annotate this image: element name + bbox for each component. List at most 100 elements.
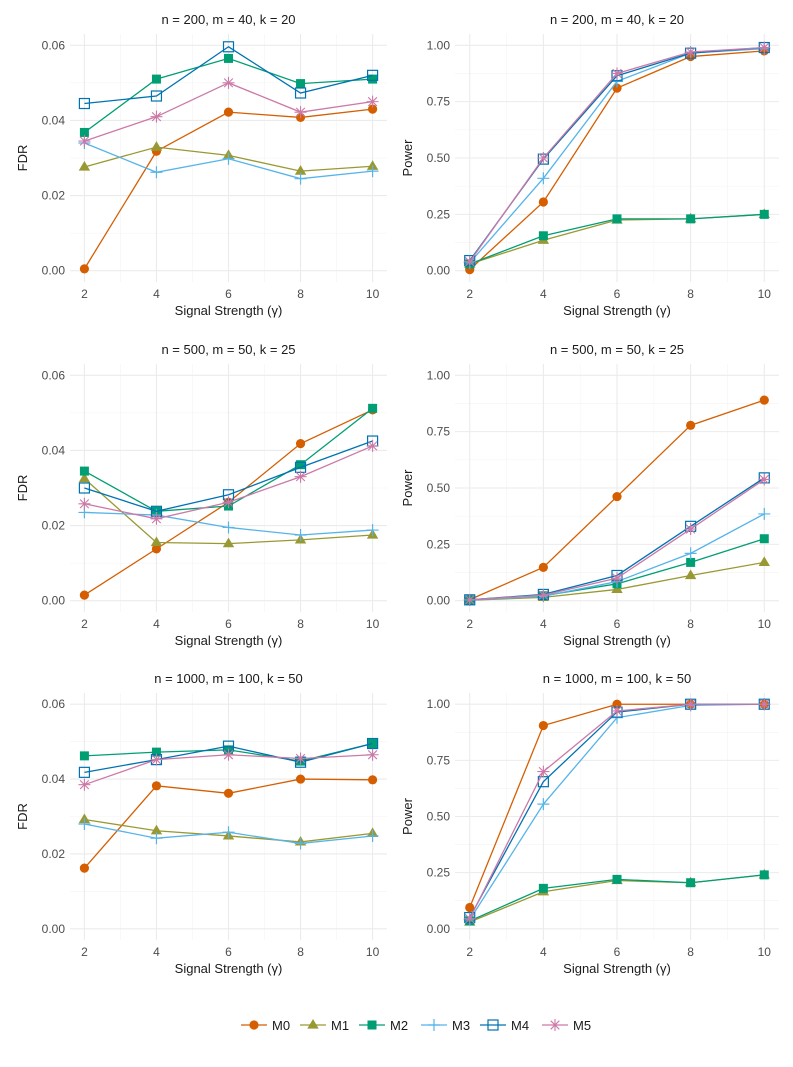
data-point-m5 xyxy=(78,778,91,791)
legend-marker-m5 xyxy=(549,1019,561,1031)
data-point-m1 xyxy=(222,537,235,548)
x-tick-label: 6 xyxy=(614,287,621,301)
data-point-m5 xyxy=(463,255,476,268)
x-tick-label: 6 xyxy=(225,945,232,959)
legend-marker-m3 xyxy=(428,1019,440,1031)
legend: M0 M1 M2 M3 M4 M5 xyxy=(241,1018,591,1033)
data-point-m0 xyxy=(79,590,90,600)
data-point-m2 xyxy=(368,74,378,84)
data-point-m0 xyxy=(367,775,378,785)
y-tick-label: 0.02 xyxy=(42,519,66,533)
y-axis-title: Power xyxy=(400,139,415,177)
legend-label: M1 xyxy=(331,1018,349,1033)
data-point-m3 xyxy=(222,826,235,839)
data-point-m0 xyxy=(465,902,475,913)
y-tick-label: 0.06 xyxy=(42,697,66,711)
x-tick-label: 4 xyxy=(153,287,160,301)
data-point-m1 xyxy=(78,161,91,171)
data-point-m4 xyxy=(78,482,91,494)
data-point-m5 xyxy=(463,593,476,606)
data-point-m5 xyxy=(537,152,550,164)
y-tick-label: 0.50 xyxy=(427,810,451,824)
series-m5 xyxy=(78,748,379,791)
y-tick-label: 0.00 xyxy=(427,594,451,608)
data-point-m0 xyxy=(151,781,162,791)
y-tick-label: 0.04 xyxy=(42,772,66,786)
x-axis-title: Signal Strength (γ) xyxy=(563,303,671,318)
y-axis-title: Power xyxy=(400,797,415,835)
legend-label: M4 xyxy=(511,1018,529,1033)
data-point-m5 xyxy=(684,46,697,59)
panel-2: 2 4 6 8 10 0.00 0.25 0.50 0.75 1.00 n = 200, m = 4… xyxy=(400,12,779,318)
series-m3 xyxy=(78,817,379,850)
y-tick-label: 0.75 xyxy=(427,753,451,767)
data-point-m2 xyxy=(538,231,548,241)
data-point-m3 xyxy=(537,798,550,811)
data-point-m3 xyxy=(78,817,91,830)
data-point-m1 xyxy=(758,556,770,566)
legend-label: M2 xyxy=(390,1018,408,1033)
data-point-m5 xyxy=(366,748,379,761)
panel-4: 2 4 6 8 10 0.00 0.25 0.50 0.75 1.00 n = 500, m = 5… xyxy=(400,342,779,648)
y-tick-label: 0.02 xyxy=(42,189,66,203)
panel-1: 2 4 6 8 10 0.00 0.02 0.04 0.06 n = 200, m = 40, k… xyxy=(15,12,387,318)
x-tick-label: 8 xyxy=(687,945,694,959)
series-m5 xyxy=(463,473,771,606)
y-tick-label: 1.00 xyxy=(427,697,451,711)
data-point-m3 xyxy=(294,837,307,850)
data-point-m3 xyxy=(537,172,550,185)
data-point-m5 xyxy=(758,41,771,54)
data-point-m2 xyxy=(224,53,233,63)
data-point-m4 xyxy=(222,41,235,53)
data-point-m0 xyxy=(759,395,769,405)
x-tick-label: 8 xyxy=(687,617,694,631)
data-point-m5 xyxy=(78,135,91,148)
data-point-m2 xyxy=(151,747,161,757)
x-tick-label: 8 xyxy=(297,945,304,959)
legend-item-m1: M1 xyxy=(300,1018,349,1033)
data-point-m2 xyxy=(296,460,306,470)
data-point-m2 xyxy=(759,209,769,219)
y-tick-label: 0.00 xyxy=(42,264,66,278)
data-point-m3 xyxy=(150,166,163,179)
x-axis-title: Signal Strength (γ) xyxy=(175,303,283,318)
series-m2 xyxy=(79,53,378,137)
x-tick-label: 10 xyxy=(758,287,772,301)
x-tick-label: 2 xyxy=(466,287,473,301)
data-point-m1 xyxy=(150,536,163,547)
y-tick-label: 0.50 xyxy=(427,151,451,165)
data-point-m1 xyxy=(366,160,379,170)
data-point-m0 xyxy=(295,439,306,449)
data-point-m5 xyxy=(222,496,235,509)
data-point-m0 xyxy=(612,83,622,93)
panel-title: n = 200, m = 40, k = 20 xyxy=(550,12,684,27)
legend-item-m0: M0 xyxy=(241,1018,290,1033)
data-point-m2 xyxy=(686,878,696,888)
data-point-m0 xyxy=(538,720,548,731)
y-tick-label: 0.75 xyxy=(427,95,451,109)
data-point-m0 xyxy=(538,562,548,572)
data-point-m2 xyxy=(296,79,306,89)
data-point-m4 xyxy=(78,97,91,110)
data-point-m5 xyxy=(294,752,307,765)
x-axis-title: Signal Strength (γ) xyxy=(563,961,671,976)
data-point-m5 xyxy=(366,95,379,108)
y-tick-label: 0.04 xyxy=(42,113,66,127)
series-m4 xyxy=(78,41,379,110)
x-tick-label: 2 xyxy=(81,945,88,959)
legend-label: M3 xyxy=(452,1018,470,1033)
y-axis-title: FDR xyxy=(15,803,30,830)
x-tick-label: 4 xyxy=(540,617,547,631)
x-tick-label: 6 xyxy=(225,617,232,631)
data-point-m2 xyxy=(759,870,769,880)
series-m0 xyxy=(465,46,769,275)
legend-marker-m2 xyxy=(367,1020,377,1030)
x-tick-label: 10 xyxy=(366,945,380,959)
y-tick-label: 1.00 xyxy=(427,368,451,382)
data-point-m2 xyxy=(612,874,622,884)
data-point-m5 xyxy=(150,512,163,525)
x-tick-label: 6 xyxy=(614,617,621,631)
y-axis-title: FDR xyxy=(15,475,30,502)
